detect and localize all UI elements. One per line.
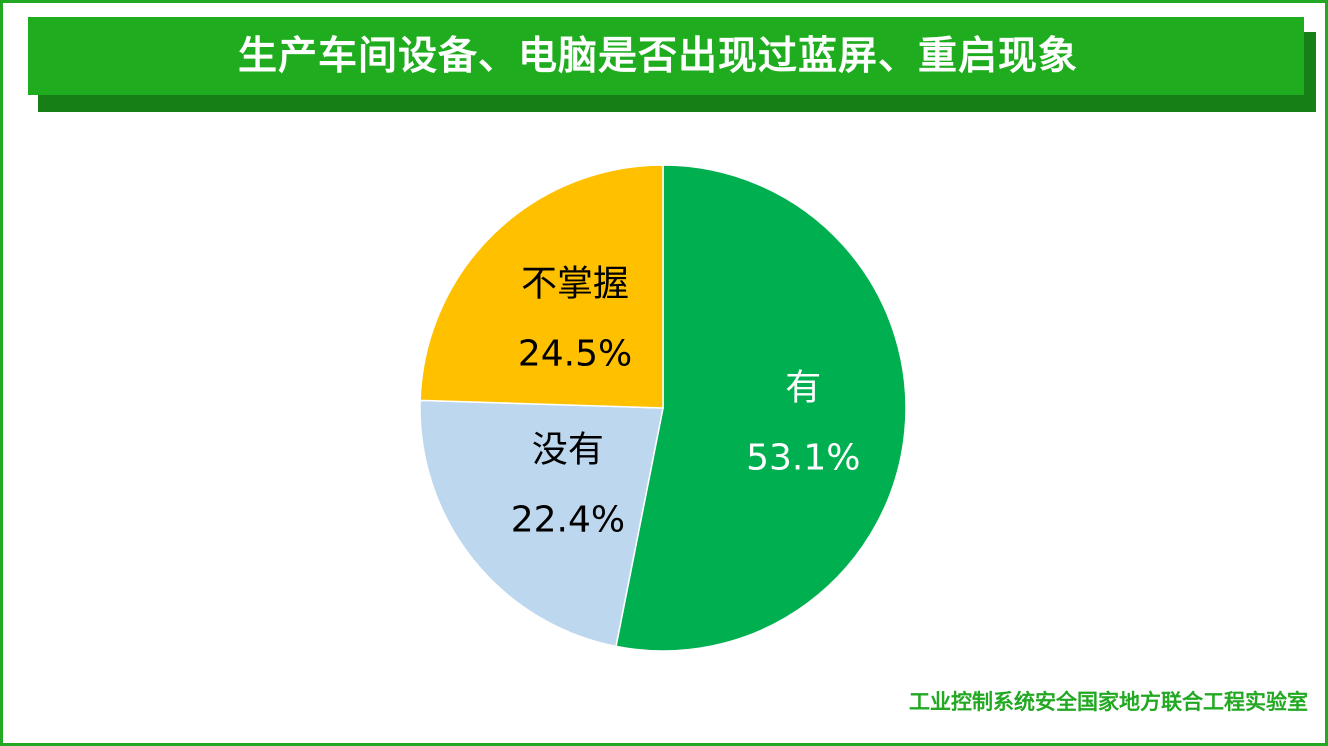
slice-value-label: 53.1%: [746, 438, 860, 479]
pie-labels: 有 53.1% 没有 22.4% 不掌握 24.5%: [511, 263, 861, 540]
footer-credit: 工业控制系统安全国家地方联合工程实验室: [909, 690, 1308, 714]
slice-value-label: 22.4%: [511, 500, 625, 541]
pie-slice-3: [419, 164, 664, 409]
pie-slice-1: [615, 164, 907, 652]
slice-category-label: 不掌握: [521, 263, 629, 304]
slice-category-label: 有: [785, 368, 821, 409]
title-banner: 生产车间设备、电脑是否出现过蓝屏、重启现象: [26, 15, 1304, 95]
pie-slice-2: [419, 399, 664, 648]
slice-value-label: 24.5%: [518, 333, 632, 374]
pie-slices: [419, 164, 907, 652]
slice-category-label: 没有: [532, 430, 604, 471]
page-title: 生产车间设备、电脑是否出现过蓝屏、重启现象: [238, 34, 1079, 79]
